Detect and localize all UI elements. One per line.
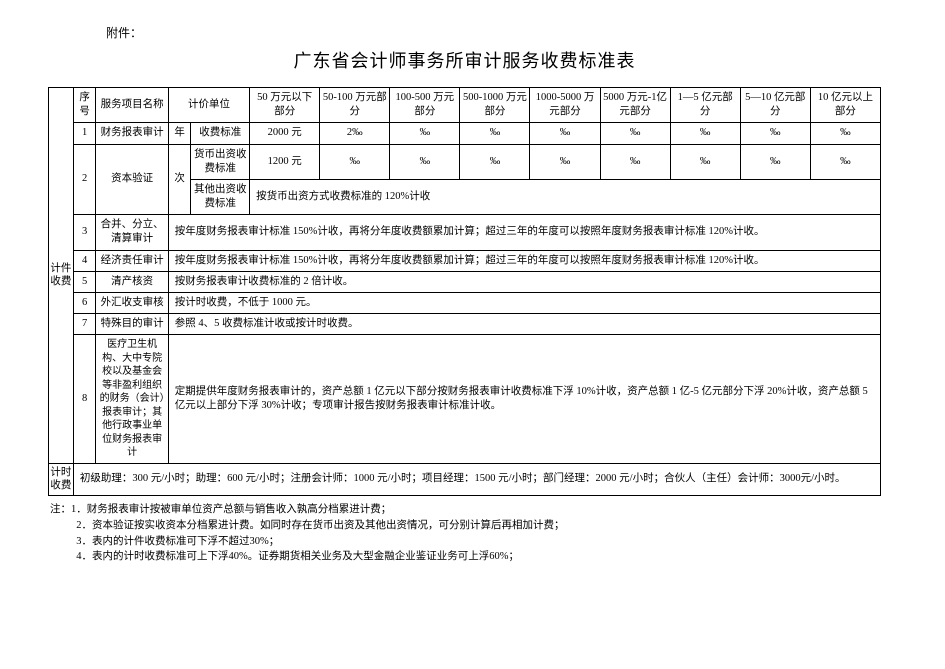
cell-unit2: 货币出资收费标准 xyxy=(191,144,250,179)
cell-unit2: 其他出资收费标准 xyxy=(191,179,250,214)
cell-seq: 7 xyxy=(73,314,96,335)
cell-val: ‰ xyxy=(530,123,600,144)
cell-val: ‰ xyxy=(670,144,740,179)
cell-val: ‰ xyxy=(320,144,390,179)
cell-name: 外汇收支审核 xyxy=(96,292,168,313)
cell-val: ‰ xyxy=(390,144,460,179)
cell-seq: 1 xyxy=(73,123,96,144)
table-header-row: 计件收费 序号 服务项目名称 计价单位 50 万元以下部分 50-100 万元部… xyxy=(49,88,881,123)
cell-name: 财务报表审计 xyxy=(96,123,168,144)
cell-name: 特殊目的审计 xyxy=(96,314,168,335)
notes-section: 注：1．财务报表审计按被审单位资产总额与销售收入孰高分档累进计费； 2．资本验证… xyxy=(48,502,881,565)
cell-merged: 按年度财务报表审计标准 150%计收，再将分年度收费额累加计算；超过三年的年度可… xyxy=(168,250,880,271)
table-row: 6 外汇收支审核 按计时收费，不低于 1000 元。 xyxy=(49,292,881,313)
cell-unit2: 收费标准 xyxy=(191,123,250,144)
cell-val: ‰ xyxy=(740,123,810,144)
cell-val: ‰ xyxy=(390,123,460,144)
cell-val: ‰ xyxy=(530,144,600,179)
cell-val: ‰ xyxy=(460,144,530,179)
cell-seq: 2 xyxy=(73,144,96,215)
cell-seq: 6 xyxy=(73,292,96,313)
section-time-fee-label: 计时收费 xyxy=(49,463,74,495)
cell-merged: 定期提供年度财务报表审计的，资产总额 1 亿元以下部分按财务报表审计收费标准下浮… xyxy=(168,335,880,464)
cell-name: 医疗卫生机构、大中专院校以及基金会等非盈利组织的财务（会计）报表审计；其他行政事… xyxy=(96,335,168,464)
th-tier-8: 10 亿元以上部分 xyxy=(810,88,880,123)
table-row: 2 资本验证 次 货币出资收费标准 1200 元 ‰ ‰ ‰ ‰ ‰ ‰ ‰ ‰ xyxy=(49,144,881,179)
cell-name: 经济责任审计 xyxy=(96,250,168,271)
th-tier-4: 1000-5000 万元部分 xyxy=(530,88,600,123)
th-tier-1: 50-100 万元部分 xyxy=(320,88,390,123)
cell-merged: 参照 4、5 收费标准计收或按计时收费。 xyxy=(168,314,880,335)
note-line: 4．表内的计时收费标准可上下浮40%。证券期货相关业务及大型金融企业鉴证业务可上… xyxy=(50,549,881,565)
cell-time-fee: 初级助理：300 元/小时；助理：600 元/小时；注册会计师：1000 元/小… xyxy=(73,463,880,495)
cell-val: 2‰ xyxy=(320,123,390,144)
cell-merged: 按财务报表审计收费标准的 2 倍计收。 xyxy=(168,271,880,292)
cell-unit1: 年 xyxy=(168,123,191,144)
cell-unit1: 次 xyxy=(168,144,191,215)
notes-prefix: 注： xyxy=(50,504,71,515)
cell-val: ‰ xyxy=(740,144,810,179)
th-tier-0: 50 万元以下部分 xyxy=(250,88,320,123)
note-line: 1．财务报表审计按被审单位资产总额与销售收入孰高分档累进计费； xyxy=(71,504,391,515)
table-row: 5 清产核资 按财务报表审计收费标准的 2 倍计收。 xyxy=(49,271,881,292)
cell-name: 合并、分立、清算审计 xyxy=(96,215,168,250)
note-line: 3．表内的计件收费标准可下浮不超过30%； xyxy=(50,534,881,550)
table-row: 3 合并、分立、清算审计 按年度财务报表审计标准 150%计收，再将分年度收费额… xyxy=(49,215,881,250)
attachment-label: 附件： xyxy=(106,24,881,41)
cell-seq: 3 xyxy=(73,215,96,250)
cell-val: 1200 元 xyxy=(250,144,320,179)
cell-seq: 4 xyxy=(73,250,96,271)
fee-standard-table: 计件收费 序号 服务项目名称 计价单位 50 万元以下部分 50-100 万元部… xyxy=(48,87,881,496)
cell-seq: 8 xyxy=(73,335,96,464)
th-tier-6: 1—5 亿元部分 xyxy=(670,88,740,123)
cell-val: ‰ xyxy=(460,123,530,144)
cell-val: ‰ xyxy=(600,123,670,144)
table-row: 1 财务报表审计 年 收费标准 2000 元 2‰ ‰ ‰ ‰ ‰ ‰ ‰ ‰ xyxy=(49,123,881,144)
cell-merged: 按年度财务报表审计标准 150%计收，再将分年度收费额累加计算；超过三年的年度可… xyxy=(168,215,880,250)
th-tier-3: 500-1000 万元部分 xyxy=(460,88,530,123)
table-row: 7 特殊目的审计 参照 4、5 收费标准计收或按计时收费。 xyxy=(49,314,881,335)
table-row: 4 经济责任审计 按年度财务报表审计标准 150%计收，再将分年度收费额累加计算… xyxy=(49,250,881,271)
cell-name: 清产核资 xyxy=(96,271,168,292)
document-title: 广东省会计师事务所审计服务收费标准表 xyxy=(48,47,881,73)
cell-val: ‰ xyxy=(670,123,740,144)
cell-val: ‰ xyxy=(810,144,880,179)
th-service-name: 服务项目名称 xyxy=(96,88,168,123)
cell-val: 2000 元 xyxy=(250,123,320,144)
cell-merged: 按货币出资方式收费标准的 120%计收 xyxy=(250,179,881,214)
th-seq: 序号 xyxy=(73,88,96,123)
th-tier-2: 100-500 万元部分 xyxy=(390,88,460,123)
cell-seq: 5 xyxy=(73,271,96,292)
th-pricing-unit: 计价单位 xyxy=(168,88,249,123)
th-tier-7: 5—10 亿元部分 xyxy=(740,88,810,123)
note-line: 2．资本验证按实收资本分档累进计费。如同时存在货币出资及其他出资情况，可分别计算… xyxy=(50,518,881,534)
cell-merged: 按计时收费，不低于 1000 元。 xyxy=(168,292,880,313)
cell-val: ‰ xyxy=(810,123,880,144)
table-row: 8 医疗卫生机构、大中专院校以及基金会等非盈利组织的财务（会计）报表审计；其他行… xyxy=(49,335,881,464)
section-piece-fee-label: 计件收费 xyxy=(49,88,74,464)
cell-val: ‰ xyxy=(600,144,670,179)
cell-name: 资本验证 xyxy=(96,144,168,215)
table-row-time-fee: 计时收费 初级助理：300 元/小时；助理：600 元/小时；注册会计师：100… xyxy=(49,463,881,495)
th-tier-5: 5000 万元-1亿元部分 xyxy=(600,88,670,123)
